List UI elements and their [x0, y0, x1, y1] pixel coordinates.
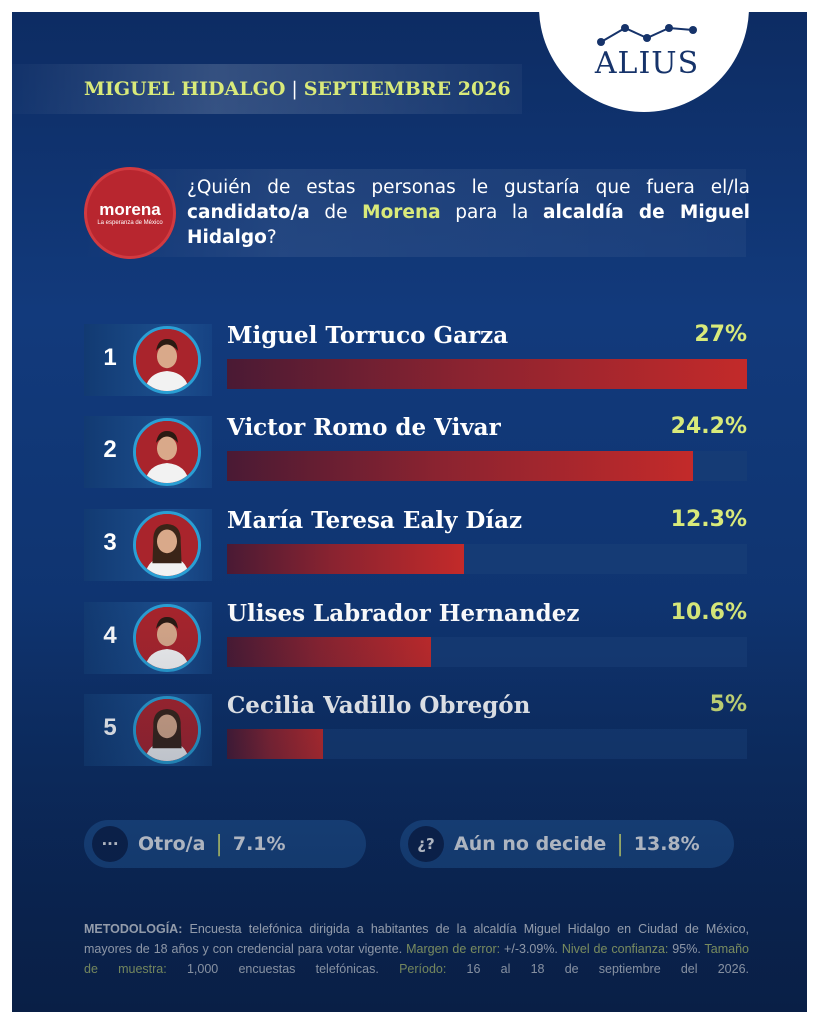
- bar-fill: [227, 451, 693, 481]
- party-logo: morena La esperanza de México: [84, 167, 176, 259]
- question-text-bold: alcaldía de Miguel Hidalgo: [187, 202, 750, 248]
- candidate-name: Ulises Labrador Hernandez: [227, 600, 580, 627]
- header-divider: |: [291, 78, 298, 100]
- undecided-value: 13.8%: [633, 833, 700, 855]
- bar-track: [227, 729, 747, 759]
- brand-logo-icon: [597, 24, 697, 46]
- pill-divider: |: [215, 831, 223, 857]
- rank-box: 3: [84, 509, 212, 581]
- question-band: [82, 169, 746, 257]
- candidate-name: María Teresa Ealy Díaz: [227, 507, 523, 534]
- candidate-percentage: 10.6%: [670, 600, 747, 625]
- candidate-row: 3 María Teresa Ealy Díaz 12.3%: [84, 507, 747, 581]
- person-icon: [136, 514, 198, 576]
- question-text: para la: [440, 202, 544, 223]
- period-label: Período:: [399, 962, 447, 976]
- bar-track: [227, 451, 747, 481]
- person-icon: [136, 421, 198, 483]
- candidate-row: 5 Cecilia Vadillo Obregón 5%: [84, 692, 747, 766]
- ellipsis-icon: ···: [92, 826, 128, 862]
- bar-fill: [227, 359, 747, 389]
- confidence-label: Nivel de confianza:: [561, 942, 669, 956]
- bar-fill: [227, 729, 323, 759]
- candidate-row: 4 Ulises Labrador Hernandez 10.6%: [84, 600, 747, 674]
- rank-number: 2: [103, 436, 117, 463]
- candidate-name: Cecilia Vadillo Obregón: [227, 692, 531, 719]
- sample-value: 1,000 encuestas telefónicas.: [166, 962, 400, 976]
- rank-number: 5: [103, 714, 117, 741]
- candidate-avatar: [133, 326, 201, 394]
- candidate-avatar: [133, 696, 201, 764]
- candidate-percentage: 24.2%: [670, 414, 747, 439]
- other-label: Otro/a: [138, 833, 206, 855]
- undecided-pill: ¿? Aún no decide | 13.8%: [400, 820, 734, 868]
- sample-label: Tamaño de muestra:: [84, 942, 749, 976]
- rank-number: 1: [103, 344, 117, 371]
- candidate-percentage: 12.3%: [670, 507, 747, 532]
- rank-box: 4: [84, 602, 212, 674]
- undecided-label: Aún no decide: [454, 833, 607, 855]
- bar-fill: [227, 637, 431, 667]
- question-text: de: [309, 202, 363, 223]
- pill-divider: |: [616, 831, 624, 857]
- rank-number: 3: [103, 529, 117, 556]
- rank-box: 5: [84, 694, 212, 766]
- bar-fill: [227, 544, 464, 574]
- poll-card: ALIUS MIGUEL HIDALGO | SEPTIEMBRE 2026 mor…: [12, 12, 807, 1012]
- person-icon: [136, 329, 198, 391]
- party-logo-tagline: La esperanza de México: [97, 219, 163, 226]
- person-icon: [136, 699, 198, 761]
- bar-track: [227, 359, 747, 389]
- methodology: METODOLOGÍA: Encuesta telefónica dirigid…: [84, 919, 749, 979]
- rank-number: 4: [103, 622, 117, 649]
- question-text: ¿Quién de estas personas le gustaría que…: [187, 177, 750, 198]
- other-value: 7.1%: [232, 833, 286, 855]
- question-text-highlight: Morena: [362, 202, 441, 223]
- bar-track: [227, 544, 747, 574]
- rank-box: 1: [84, 324, 212, 396]
- methodology-text: Encuesta telefónica dirigida a habitante…: [84, 922, 749, 956]
- question-text: ?: [266, 227, 277, 248]
- party-logo-name: morena: [99, 199, 161, 219]
- page-title: MIGUEL HIDALGO | SEPTIEMBRE 2026: [84, 78, 511, 100]
- other-pill: ··· Otro/a | 7.1%: [84, 820, 366, 868]
- margin-label: Margen de error:: [406, 942, 501, 956]
- brand-logo-text: ALIUS: [594, 46, 700, 81]
- header-period: SEPTIEMBRE 2026: [303, 78, 511, 100]
- question-mark-icon: ¿?: [408, 826, 444, 862]
- candidate-name: Victor Romo de Vivar: [227, 414, 501, 441]
- candidate-percentage: 27%: [694, 322, 747, 347]
- candidate-row: 1 Miguel Torruco Garza 27%: [84, 322, 747, 396]
- bar-track: [227, 637, 747, 667]
- survey-question: ¿Quién de estas personas le gustaría que…: [187, 175, 750, 250]
- candidate-row: 2 Victor Romo de Vivar 24.2%: [84, 414, 747, 488]
- confidence-value: 95%.: [668, 942, 705, 956]
- rank-box: 2: [84, 416, 212, 488]
- period-value: 16 al 18 de septiembre del 2026.: [446, 962, 750, 976]
- candidate-avatar: [133, 511, 201, 579]
- candidate-percentage: 5%: [709, 692, 747, 717]
- header-location: MIGUEL HIDALGO: [84, 78, 286, 100]
- methodology-label: METODOLOGÍA:: [84, 922, 183, 936]
- candidate-avatar: [133, 418, 201, 486]
- candidate-avatar: [133, 604, 201, 672]
- question-text-bold: candidato/a: [187, 202, 310, 223]
- candidate-name: Miguel Torruco Garza: [227, 322, 509, 349]
- header: MIGUEL HIDALGO | SEPTIEMBRE 2026: [12, 64, 522, 114]
- person-icon: [136, 607, 198, 669]
- margin-value: +/-3.09%.: [500, 942, 562, 956]
